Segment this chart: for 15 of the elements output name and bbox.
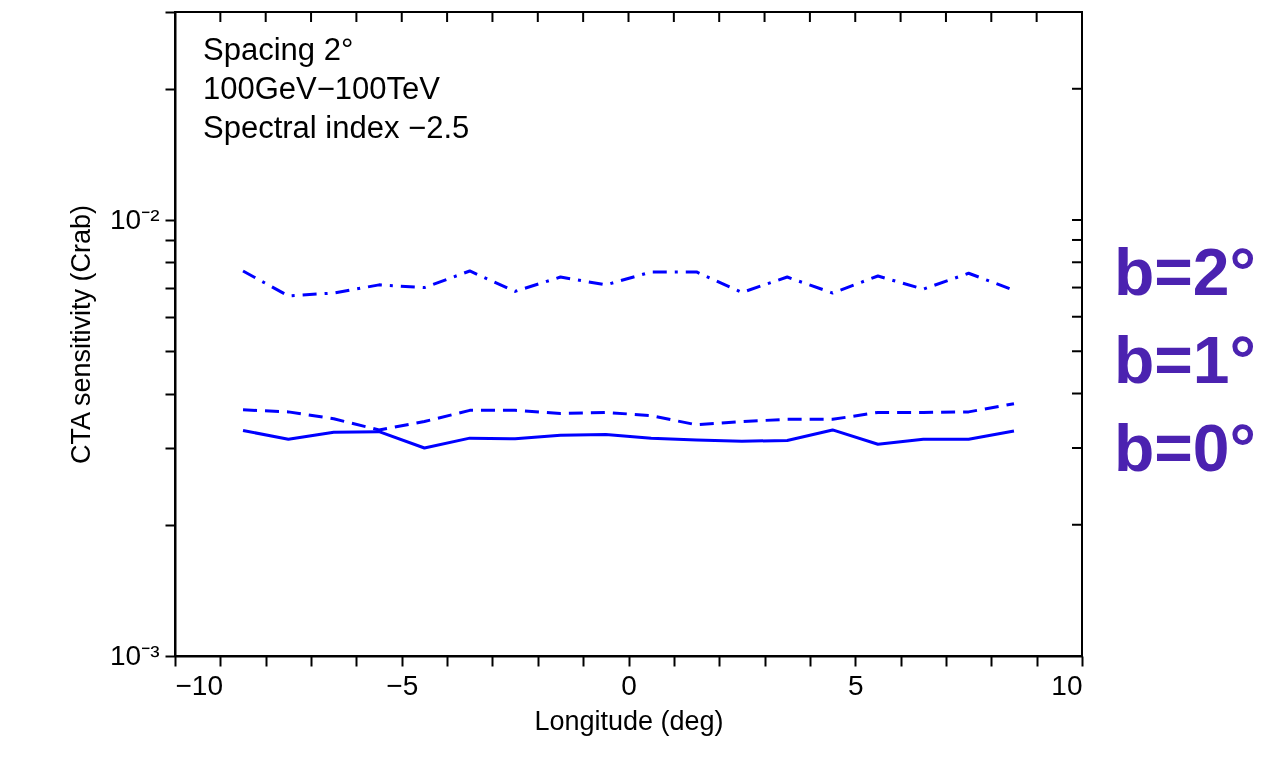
series-label: b=2°: [1114, 235, 1256, 309]
x-tick-label: 10: [1051, 669, 1083, 701]
x-tick-label: 0: [621, 669, 637, 701]
x-tick-label: 5: [847, 669, 864, 701]
series-label: b=1°: [1114, 323, 1256, 397]
annotation: Spectral index −2.5: [203, 110, 470, 145]
x-axis-title: Longitude (deg): [534, 705, 724, 736]
annotation: Spacing 2°: [203, 32, 354, 67]
x-tick-label: −5: [386, 669, 419, 701]
x-tick-label: −10: [175, 669, 223, 701]
annotation: 100GeV−100TeV: [203, 71, 441, 106]
y-tick-label: 10⁻²: [110, 203, 160, 235]
y-axis-title: CTA sensitivity (Crab): [66, 204, 97, 465]
y-tick-label: 10⁻³: [110, 639, 160, 671]
series-label: b=0°: [1114, 411, 1256, 485]
